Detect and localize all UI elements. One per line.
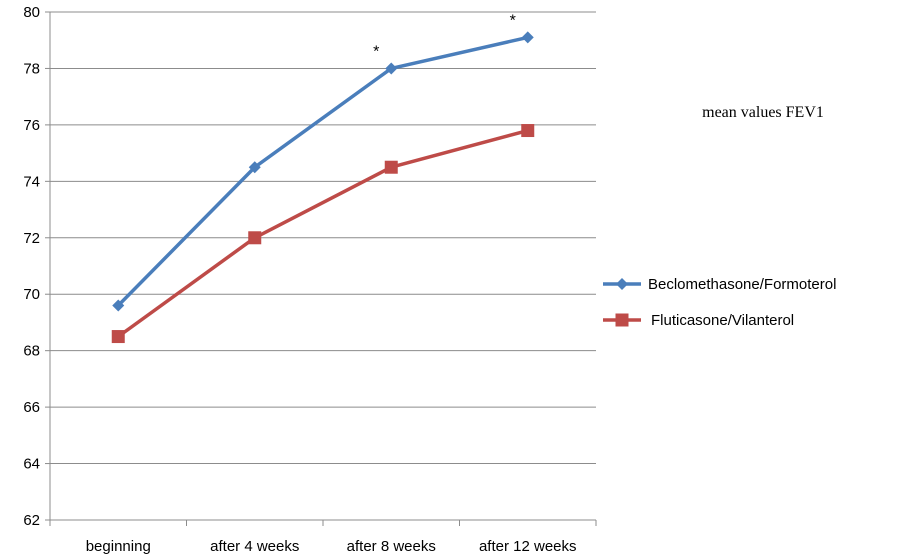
annotations: ** — [373, 12, 516, 60]
data-point-diamond — [112, 299, 125, 312]
x-tick-label: after 4 weeks — [210, 538, 299, 555]
series-markers — [111, 31, 535, 344]
y-tick-label: 68 — [23, 343, 40, 360]
legend-marker-diamond — [616, 278, 628, 290]
legend-label-1: Fluticasone/Vilanterol — [651, 312, 794, 329]
data-point-square — [248, 231, 262, 245]
legend-marker-square — [615, 313, 629, 327]
y-tick-label: 74 — [23, 173, 40, 190]
x-tick-label: beginning — [86, 538, 151, 555]
y-tick-labels: 62 64 66 68 70 72 74 76 78 80 — [23, 4, 40, 529]
series-line-0 — [117, 35, 529, 307]
data-point-diamond — [521, 31, 534, 44]
x-tick-labels: beginning after 4 weeks after 8 weeks after… — [86, 538, 577, 555]
y-tick-label: 72 — [23, 230, 40, 247]
data-point-square — [521, 124, 535, 138]
x-tick-label: after 8 weeks — [347, 538, 436, 555]
y-tick-label: 62 — [23, 512, 40, 529]
data-point-square — [384, 160, 398, 174]
legend-label-0: Beclomethasone/Formoterol — [648, 276, 836, 293]
y-tick-label: 64 — [23, 456, 40, 473]
data-point-square — [111, 330, 125, 344]
chart-title: mean values FEV1 — [702, 104, 824, 121]
gridlines — [50, 11, 596, 521]
legend: Beclomethasone/Formoterol Fluticasone/Vil… — [603, 276, 836, 329]
series-line-1 — [117, 128, 529, 338]
y-tick-label: 70 — [23, 286, 40, 303]
y-tick-label: 78 — [23, 60, 40, 77]
significance-asterisk: * — [373, 43, 379, 60]
significance-asterisk: * — [510, 12, 516, 29]
axes — [45, 11, 597, 526]
y-tick-label: 66 — [23, 399, 40, 416]
data-point-diamond — [385, 62, 398, 75]
x-tick-label: after 12 weeks — [479, 538, 577, 555]
data-point-diamond — [248, 161, 261, 174]
y-tick-label: 76 — [23, 117, 40, 134]
y-tick-label: 80 — [23, 4, 40, 21]
series-lines — [117, 35, 529, 338]
